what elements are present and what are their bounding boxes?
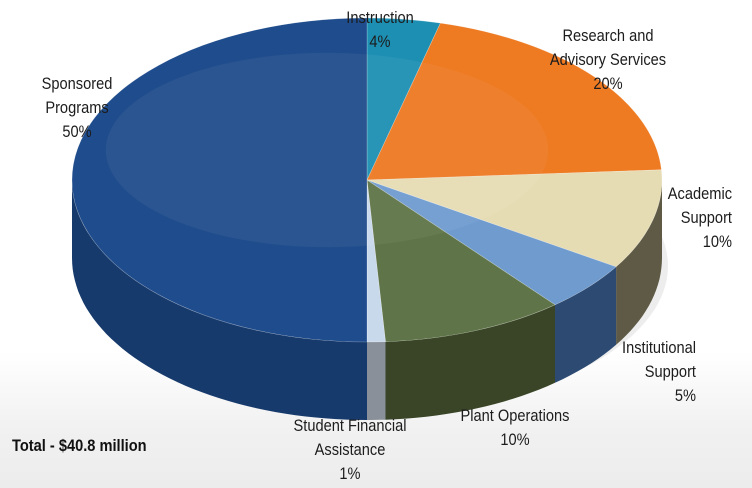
label-instruction: Instruction 4% <box>341 6 418 54</box>
label-name: Plant Operations <box>460 406 570 425</box>
label-percent: 10% <box>702 232 732 251</box>
label-name: Sponsored <box>41 74 113 93</box>
side-academic-support <box>616 180 662 345</box>
label-name: Academic <box>667 184 732 203</box>
label-sponsored-programs: Sponsored Programs 50% <box>30 72 125 144</box>
slice-instruction <box>366 17 441 181</box>
label-name: Advisory Services <box>549 50 667 69</box>
total-label: Total - $40.8 million <box>12 436 147 455</box>
label-name: Support <box>680 208 732 227</box>
label-plant-operations: Plant Operations 10% <box>451 404 580 452</box>
side-student-financial-assistance <box>367 341 386 420</box>
slice-sponsored-programs <box>71 17 368 343</box>
label-name: Programs <box>45 98 109 117</box>
slice-plant-operations <box>366 179 556 343</box>
label-percent: 1% <box>339 464 361 483</box>
side-plant-operations <box>385 304 555 420</box>
side-sponsored-programs <box>72 180 367 420</box>
label-name: Support <box>644 362 696 381</box>
pie-highlight <box>105 52 549 248</box>
label-name: Instruction <box>346 8 414 27</box>
label-percent: 4% <box>369 32 391 51</box>
label-name: Student Financial <box>293 416 407 435</box>
slice-institutional-support <box>366 179 617 306</box>
label-student-financial-assistance: Student Financial Assistance 1% <box>290 414 410 486</box>
label-percent: 10% <box>500 430 530 449</box>
slice-research-and-advisory-services <box>366 22 662 181</box>
label-percent: 20% <box>593 74 623 93</box>
slice-academic-support <box>366 169 663 268</box>
label-name: Research and <box>562 26 654 45</box>
label-percent: 50% <box>62 122 92 141</box>
side-institutional-support <box>555 266 617 383</box>
label-research-advisory: Research and Advisory Services 20% <box>539 24 677 96</box>
label-percent: 5% <box>674 386 696 405</box>
label-name: Assistance <box>314 440 386 459</box>
slice-student-financial-assistance <box>366 179 386 343</box>
label-name: Institutional <box>622 338 696 357</box>
label-institutional-support: Institutional Support 5% <box>600 336 696 408</box>
label-academic-support: Academic Support 10% <box>649 182 732 254</box>
